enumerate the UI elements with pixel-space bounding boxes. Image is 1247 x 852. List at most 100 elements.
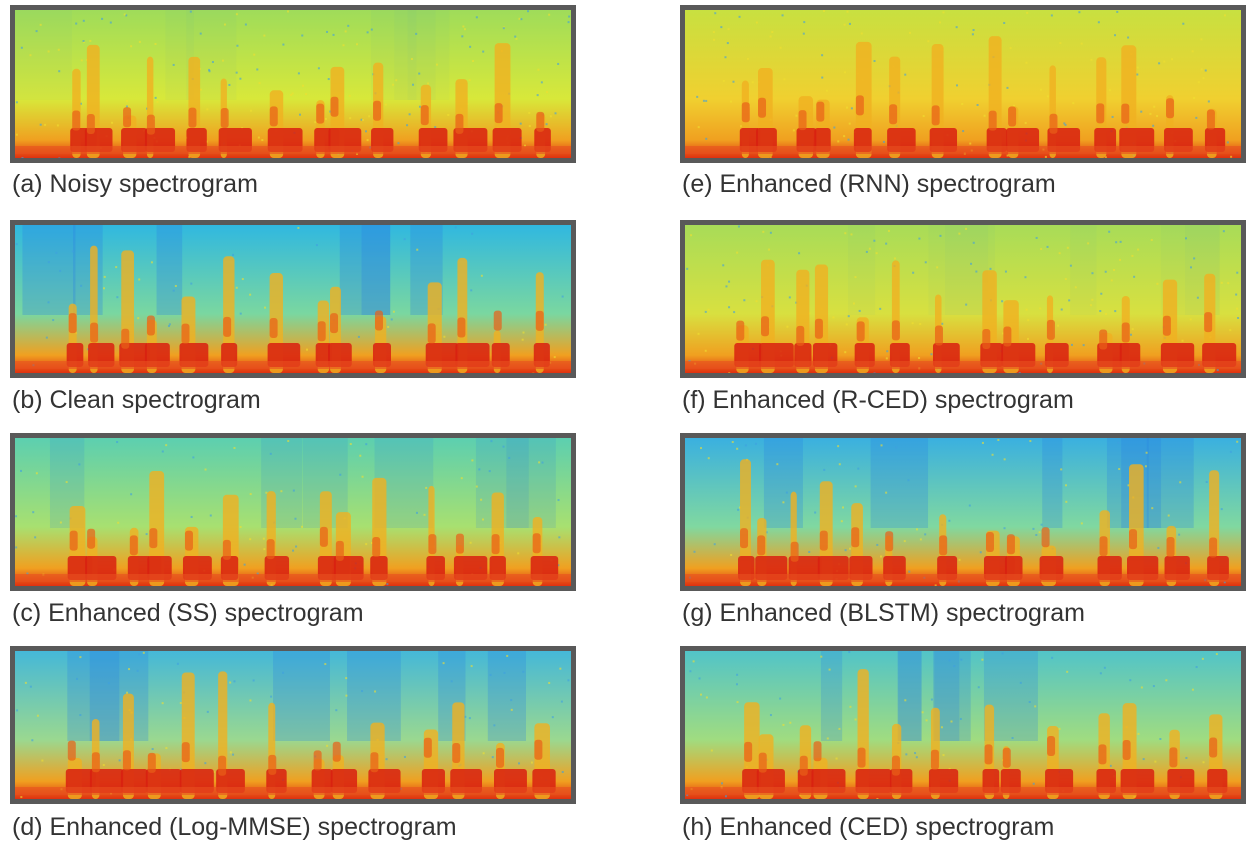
noise bbox=[241, 278, 244, 281]
noise bbox=[1070, 343, 1073, 346]
noise bbox=[1127, 36, 1130, 39]
noise bbox=[463, 28, 466, 31]
noise bbox=[145, 533, 148, 536]
noise bbox=[1040, 523, 1043, 526]
noise bbox=[1006, 154, 1009, 157]
noise bbox=[798, 252, 801, 255]
noise bbox=[150, 261, 153, 264]
formant-mid bbox=[181, 323, 190, 344]
noise bbox=[690, 234, 693, 237]
noise bbox=[828, 668, 831, 671]
noise bbox=[115, 266, 118, 269]
noise bbox=[44, 123, 47, 126]
noise bbox=[344, 30, 347, 33]
formant-mid bbox=[534, 739, 543, 760]
noise bbox=[854, 485, 857, 488]
noise bbox=[302, 84, 305, 87]
noise bbox=[769, 714, 772, 717]
noise bbox=[840, 520, 843, 523]
noise bbox=[1082, 344, 1085, 347]
noise bbox=[568, 15, 571, 18]
noise bbox=[1202, 761, 1205, 764]
noise bbox=[737, 225, 740, 228]
formant-mid bbox=[423, 737, 432, 758]
noise bbox=[849, 547, 852, 550]
noise bbox=[235, 286, 238, 289]
noise bbox=[1152, 685, 1155, 688]
noise bbox=[908, 31, 911, 34]
noise bbox=[209, 514, 212, 517]
noise bbox=[502, 27, 505, 30]
noise bbox=[233, 680, 236, 683]
noise bbox=[493, 724, 496, 727]
noise bbox=[1158, 62, 1161, 65]
noise bbox=[692, 660, 695, 663]
noise bbox=[249, 538, 252, 541]
noise bbox=[1032, 527, 1035, 530]
noise bbox=[24, 681, 27, 684]
noise bbox=[782, 723, 785, 726]
formant-mid bbox=[491, 534, 500, 555]
noise bbox=[471, 232, 474, 235]
noise bbox=[1099, 672, 1102, 675]
noise bbox=[882, 140, 885, 143]
noise bbox=[480, 498, 483, 501]
noise bbox=[1235, 293, 1238, 296]
noise bbox=[297, 72, 300, 75]
formant-mid bbox=[1096, 103, 1105, 124]
spectrogram-image bbox=[685, 438, 1241, 586]
noise bbox=[292, 549, 295, 552]
noise bbox=[1114, 34, 1117, 37]
noise bbox=[490, 440, 493, 443]
noise bbox=[386, 583, 389, 586]
noise bbox=[317, 67, 320, 70]
noise bbox=[779, 46, 782, 49]
caption: (h) Enhanced (CED) spectrogram bbox=[682, 813, 1055, 841]
noise bbox=[904, 73, 907, 76]
formant-mid bbox=[129, 535, 138, 556]
noise bbox=[725, 285, 728, 288]
noise bbox=[885, 242, 888, 245]
formant-mid bbox=[1121, 103, 1130, 124]
noise bbox=[908, 570, 911, 573]
noise bbox=[364, 130, 367, 133]
noise bbox=[848, 651, 851, 654]
noise bbox=[686, 794, 689, 797]
noise bbox=[1025, 61, 1028, 64]
formant-mid bbox=[934, 325, 943, 346]
noise bbox=[686, 267, 689, 270]
noise bbox=[1080, 522, 1083, 525]
noise bbox=[78, 463, 81, 466]
noise bbox=[1087, 242, 1090, 245]
caption: (b) Clean spectrogram bbox=[12, 386, 261, 414]
quiet-region bbox=[848, 225, 875, 315]
formant-mid bbox=[316, 103, 325, 124]
noise bbox=[1195, 666, 1198, 669]
noise bbox=[301, 34, 304, 37]
noise bbox=[82, 41, 85, 44]
noise bbox=[846, 106, 849, 109]
formant-mid bbox=[317, 321, 326, 342]
noise bbox=[365, 443, 368, 446]
formant-mid bbox=[269, 318, 278, 339]
noise bbox=[1142, 462, 1145, 465]
low-band bbox=[685, 146, 1241, 154]
formant-mid bbox=[535, 310, 544, 331]
noise bbox=[1216, 369, 1219, 372]
noise bbox=[1178, 533, 1181, 536]
noise bbox=[109, 21, 112, 24]
noise bbox=[454, 226, 457, 229]
formant-mid bbox=[939, 535, 948, 556]
formant-mid bbox=[1166, 536, 1175, 557]
formant-mid bbox=[1162, 315, 1171, 336]
noise bbox=[520, 18, 523, 21]
formant-mid bbox=[269, 106, 278, 127]
spectrogram bbox=[10, 5, 576, 163]
noise bbox=[1118, 468, 1121, 471]
noise bbox=[418, 72, 421, 75]
noise bbox=[873, 239, 876, 242]
noise bbox=[469, 541, 472, 544]
noise bbox=[544, 323, 547, 326]
formant-mid bbox=[814, 318, 823, 339]
noise bbox=[489, 673, 492, 676]
